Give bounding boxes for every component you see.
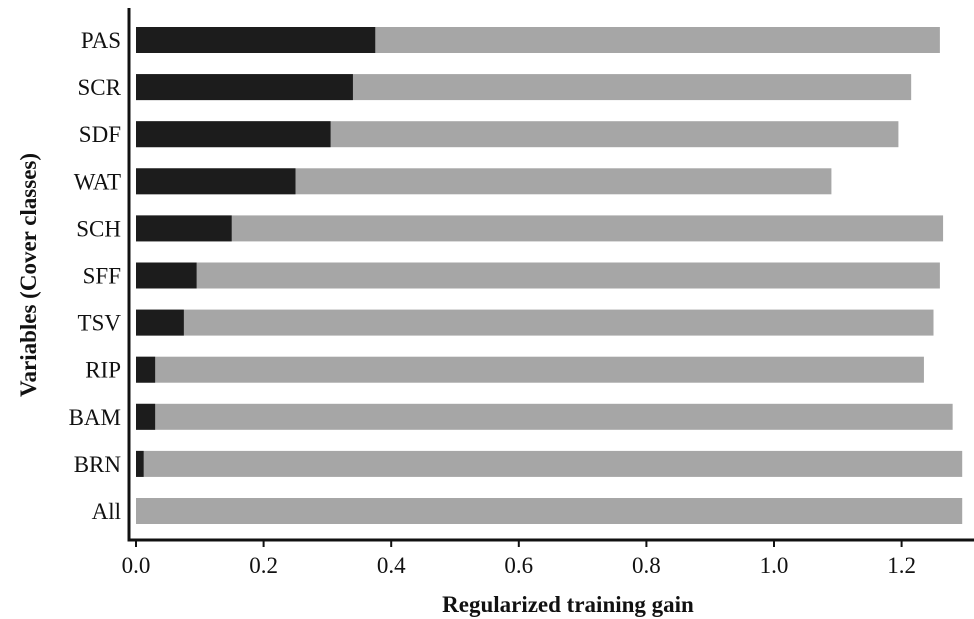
bar-sff-series-2 bbox=[136, 262, 197, 289]
bar-tsv-series-2 bbox=[136, 309, 184, 336]
category-label-brn: BRN bbox=[74, 452, 122, 477]
category-label-sdf: SDF bbox=[79, 122, 121, 147]
category-label-wat: WAT bbox=[74, 169, 121, 194]
category-label-scr: SCR bbox=[78, 75, 122, 100]
x-axis-title: Regularized training gain bbox=[442, 592, 694, 617]
bar-bam-series-1 bbox=[136, 403, 953, 430]
bar-sch-series-2 bbox=[136, 215, 232, 242]
bar-pas-series-2 bbox=[136, 27, 376, 53]
bar-brn-series-2 bbox=[136, 450, 144, 477]
bar-all-series-1 bbox=[136, 498, 963, 524]
x-tick-label: 0.8 bbox=[632, 553, 661, 578]
x-ticks-group: 0.0 0.2 0.4 0.6 0.8 1.0 1.2 bbox=[122, 540, 916, 578]
x-tick-label: 0.4 bbox=[377, 553, 406, 578]
bar-bam-series-2 bbox=[136, 403, 156, 430]
bar-scr-series-2 bbox=[136, 74, 353, 101]
category-label-bam: BAM bbox=[69, 405, 121, 430]
bar-sff-series-1 bbox=[136, 262, 940, 289]
category-label-sff: SFF bbox=[83, 264, 121, 289]
bars-group bbox=[136, 27, 963, 524]
bar-tsv-series-1 bbox=[136, 309, 934, 336]
bar-wat-series-2 bbox=[136, 168, 296, 195]
y-axis-title: Variables (Cover classes) bbox=[16, 153, 41, 397]
category-label-tsv: TSV bbox=[78, 311, 122, 336]
category-label-rip: RIP bbox=[85, 358, 121, 383]
bar-sch-series-1 bbox=[136, 215, 944, 242]
x-tick-label: 0.0 bbox=[122, 553, 151, 578]
category-label-all: All bbox=[92, 499, 121, 524]
bar-rip-series-1 bbox=[136, 356, 924, 383]
y-labels-group: PAS SCR SDF WAT SCH SFF TSV RIP BAM BRN All bbox=[69, 28, 122, 524]
category-label-pas: PAS bbox=[81, 28, 121, 53]
x-tick-label: 0.2 bbox=[249, 553, 278, 578]
bar-rip-series-2 bbox=[136, 356, 156, 383]
x-tick-label: 1.0 bbox=[760, 553, 789, 578]
bar-brn-series-1 bbox=[136, 450, 963, 477]
x-tick-label: 0.6 bbox=[504, 553, 533, 578]
x-tick-label: 1.2 bbox=[887, 553, 916, 578]
bar-sdf-series-2 bbox=[136, 121, 331, 148]
category-label-sch: SCH bbox=[76, 216, 121, 241]
